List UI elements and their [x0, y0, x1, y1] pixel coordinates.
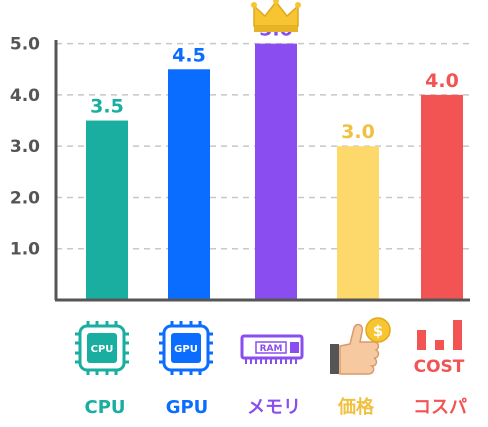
y-tick-label: 2.0 [10, 188, 40, 208]
value-label: 4.5 [172, 44, 206, 66]
thumbs-up-coin-icon: $ [330, 317, 391, 375]
value-label: 3.5 [90, 96, 124, 118]
y-tick-label: 5.0 [10, 35, 40, 55]
svg-text:$: $ [373, 322, 383, 340]
y-tick-label: 4.0 [10, 86, 40, 106]
cpu-chip-icon: CPU [75, 321, 129, 375]
bar-3 [337, 146, 379, 300]
y-tick-label: 1.0 [10, 240, 40, 260]
y-axis-ticks: 1.0 2.0 3.0 4.0 5.0 [10, 35, 40, 260]
bar-0 [86, 120, 128, 300]
bar-2 [255, 43, 297, 301]
svg-text:RAM: RAM [260, 344, 283, 354]
svg-text:CPU: CPU [91, 344, 114, 355]
value-labels: 3.54.55.03.04.0 [90, 19, 459, 144]
y-tick-label: 3.0 [10, 137, 40, 157]
svg-text:COST: COST [414, 357, 465, 377]
category-label: GPU [166, 397, 209, 418]
category-label: コスパ [413, 397, 467, 418]
crown-icon [251, 0, 301, 32]
category-label: 価格 [337, 396, 375, 418]
category-label: CPU [84, 397, 125, 418]
value-label: 4.0 [425, 70, 459, 92]
gpu-chip-icon: GPU [159, 321, 213, 375]
bar-4 [421, 94, 463, 300]
axes [54, 40, 470, 302]
svg-text:GPU: GPU [174, 344, 198, 355]
cost-chart-icon: COST [414, 320, 465, 377]
category-labels: CPU GPU メモリ 価格 コスパ [84, 396, 467, 418]
category-label: メモリ [247, 397, 301, 418]
ram-module-icon: RAM [240, 334, 304, 364]
value-label: 3.0 [341, 121, 375, 143]
bar-1 [168, 69, 210, 300]
bars [86, 43, 463, 301]
